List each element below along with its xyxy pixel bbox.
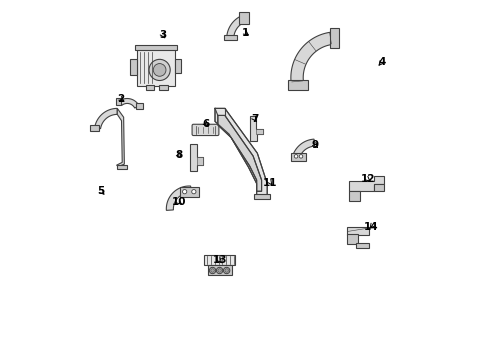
Text: 11: 11 — [263, 178, 278, 188]
Polygon shape — [166, 186, 191, 210]
Text: 3: 3 — [160, 30, 167, 40]
Polygon shape — [349, 176, 384, 191]
Polygon shape — [291, 32, 335, 86]
Circle shape — [299, 154, 303, 158]
Circle shape — [149, 59, 170, 81]
Polygon shape — [190, 144, 203, 171]
Circle shape — [183, 190, 187, 194]
Bar — [347, 227, 369, 235]
FancyBboxPatch shape — [239, 12, 249, 24]
Polygon shape — [256, 129, 263, 134]
Bar — [159, 85, 168, 90]
FancyBboxPatch shape — [192, 124, 219, 136]
Circle shape — [218, 269, 221, 272]
Bar — [146, 85, 154, 90]
Bar — [179, 187, 199, 197]
Polygon shape — [218, 116, 262, 191]
Text: 1: 1 — [242, 27, 248, 37]
FancyBboxPatch shape — [223, 35, 237, 40]
Text: 8: 8 — [175, 150, 182, 159]
FancyBboxPatch shape — [330, 28, 339, 48]
Bar — [137, 47, 175, 86]
Text: 14: 14 — [364, 221, 379, 231]
Bar — [208, 265, 232, 275]
Circle shape — [294, 154, 298, 158]
FancyBboxPatch shape — [288, 80, 308, 90]
Polygon shape — [215, 108, 267, 195]
Text: 2: 2 — [117, 94, 124, 104]
Bar — [117, 165, 127, 170]
Circle shape — [225, 269, 228, 272]
Polygon shape — [293, 139, 315, 157]
Bar — [130, 59, 137, 75]
Bar — [90, 125, 99, 131]
Bar — [347, 234, 358, 243]
Text: 6: 6 — [202, 119, 210, 129]
Bar — [175, 59, 181, 73]
Bar — [254, 194, 270, 199]
Text: 7: 7 — [251, 114, 259, 124]
Polygon shape — [250, 117, 263, 141]
Text: 10: 10 — [172, 197, 186, 207]
Polygon shape — [196, 157, 203, 165]
Polygon shape — [119, 99, 139, 108]
Circle shape — [211, 269, 214, 272]
Polygon shape — [227, 15, 245, 38]
Text: 9: 9 — [312, 140, 319, 150]
Circle shape — [192, 190, 196, 194]
Bar — [136, 103, 143, 109]
Text: 12: 12 — [361, 174, 375, 184]
Circle shape — [217, 267, 223, 274]
Bar — [116, 98, 122, 105]
Polygon shape — [95, 108, 117, 129]
Polygon shape — [349, 191, 360, 201]
Circle shape — [223, 267, 230, 274]
Circle shape — [153, 64, 166, 76]
Circle shape — [209, 267, 216, 274]
Text: 13: 13 — [212, 256, 227, 265]
Polygon shape — [117, 108, 124, 167]
Bar — [135, 45, 177, 50]
Text: 4: 4 — [378, 57, 386, 67]
Bar — [356, 243, 369, 248]
Bar — [204, 255, 235, 265]
Bar — [292, 153, 306, 161]
Polygon shape — [374, 184, 384, 191]
Text: 5: 5 — [98, 186, 105, 196]
